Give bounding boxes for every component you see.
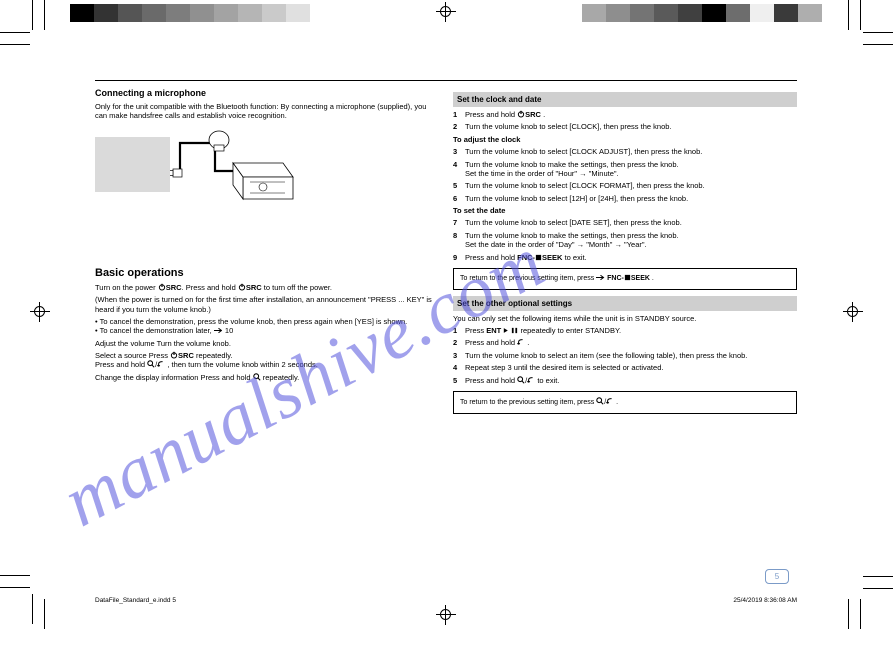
registration-mark-icon	[30, 302, 50, 322]
heading-set-optional: Set the other optional settings	[453, 296, 797, 311]
power-icon	[158, 283, 166, 291]
crop-mark	[44, 0, 45, 30]
crop-mark	[860, 0, 861, 30]
crop-mark	[0, 32, 30, 33]
step-volume: Adjust the volume Turn the volume knob.	[95, 339, 439, 348]
search-icon	[147, 360, 155, 368]
crop-mark	[32, 594, 33, 624]
footer-meta: DataFile_Standard_e.indd 5 25/4/2019 8:3…	[95, 597, 797, 604]
crop-mark	[848, 599, 849, 629]
footer-timestamp: 25/4/2019 8:36:08 AM	[733, 597, 797, 604]
right-column: Set the clock and date 1 Press and hold …	[453, 88, 797, 420]
footer-filename: DataFile_Standard_e.indd 5	[95, 597, 176, 604]
clock-step-4: 4 Turn the volume knob to make the setti…	[453, 160, 797, 179]
search-icon	[517, 376, 525, 384]
step-power-on: Turn on the power SRC. Press and hold SR…	[95, 283, 439, 292]
clock-step-3: 3Turn the volume knob to select [CLOCK A…	[453, 147, 797, 156]
color-calibration-bar	[582, 4, 822, 22]
heading-basic-operations: Basic operations	[95, 267, 439, 279]
crop-mark	[863, 588, 893, 589]
page-number: 5	[765, 569, 789, 584]
crop-mark	[32, 0, 33, 30]
back-icon	[606, 397, 614, 405]
para-announcement: (When the power is turned on for the fir…	[95, 295, 439, 314]
top-rule	[95, 80, 797, 81]
left-column: Connecting a microphone Only for the uni…	[95, 88, 439, 385]
opt-step-4: 4Repeat step 3 until the desired item is…	[453, 363, 797, 372]
clock-step-1: 1 Press and hold SRC .	[453, 110, 797, 119]
microphone-illustration	[95, 127, 295, 217]
crop-mark	[860, 599, 861, 629]
stop-icon	[535, 254, 542, 261]
subheading-set-date: To set the date	[453, 206, 797, 215]
opt-step-3: 3Turn the volume knob to select an item …	[453, 351, 797, 360]
back-icon	[157, 360, 165, 368]
search-icon	[253, 373, 261, 381]
color-calibration-bar	[70, 4, 310, 22]
src-label: SRC	[166, 283, 182, 292]
page-content: Connecting a microphone Only for the uni…	[95, 80, 797, 590]
play-icon	[503, 327, 511, 334]
opt-step-5: 5 Press and hold / to exit.	[453, 376, 797, 385]
crop-mark	[0, 587, 30, 588]
stop-icon	[624, 274, 631, 281]
clock-step-5: 5Turn the volume knob to select [CLOCK F…	[453, 181, 797, 190]
power-icon	[238, 283, 246, 291]
pause-icon	[511, 327, 518, 334]
ref-box-return-prev: To return to the previous setting item, …	[453, 268, 797, 290]
crop-mark	[44, 599, 45, 629]
registration-mark-icon	[843, 302, 863, 322]
heading-set-clock-date: Set the clock and date	[453, 92, 797, 107]
back-icon	[517, 338, 525, 346]
heading-connecting-mic: Connecting a microphone	[95, 88, 439, 98]
registration-mark-icon	[436, 2, 456, 22]
crop-mark	[0, 44, 30, 45]
power-icon	[170, 351, 178, 359]
crop-mark	[863, 44, 893, 45]
crop-mark	[0, 575, 30, 576]
clock-step-9: 9 Press and hold FNC-SEEK to exit.	[453, 253, 797, 262]
para-mic-desc: Only for the unit compatible with the Bl…	[95, 102, 439, 121]
clock-step-8: 8 Turn the volume knob to make the setti…	[453, 231, 797, 250]
ref-box-return-prev-2: To return to the previous setting item, …	[453, 391, 797, 414]
step-select-source: Select a source Press SRC repeatedly. Pr…	[95, 351, 439, 370]
opt-step-1: 1 Press ENT repeatedly to enter STANDBY.	[453, 326, 797, 335]
opt-step-2: 2 Press and hold .	[453, 338, 797, 347]
clock-step-7: 7Turn the volume knob to select [DATE SE…	[453, 218, 797, 227]
src-label: SRC	[246, 283, 262, 292]
fnc-seek-label: FNC-SEEK	[517, 253, 562, 262]
search-icon	[596, 397, 604, 405]
ent-label: ENT	[486, 326, 518, 335]
clock-step-6: 6Turn the volume knob to select [12H] or…	[453, 194, 797, 203]
arrow-right-icon	[214, 327, 223, 334]
fnc-seek-label: FNC-SEEK	[607, 275, 650, 282]
crop-mark	[848, 0, 849, 30]
subheading-adjust-clock: To adjust the clock	[453, 135, 797, 144]
crop-mark	[863, 576, 893, 577]
back-icon	[527, 376, 535, 384]
para-standby-only: You can only set the following items whi…	[453, 314, 797, 323]
step-display-info: Change the display information Press and…	[95, 373, 439, 382]
crop-mark	[863, 32, 893, 33]
arrow-right-icon	[596, 274, 605, 281]
power-icon	[517, 110, 525, 118]
clock-step-2: 2Turn the volume knob to select [CLOCK],…	[453, 122, 797, 131]
para-cancel-demo: • To cancel the demonstration, press the…	[95, 317, 439, 336]
registration-mark-icon	[436, 605, 456, 625]
